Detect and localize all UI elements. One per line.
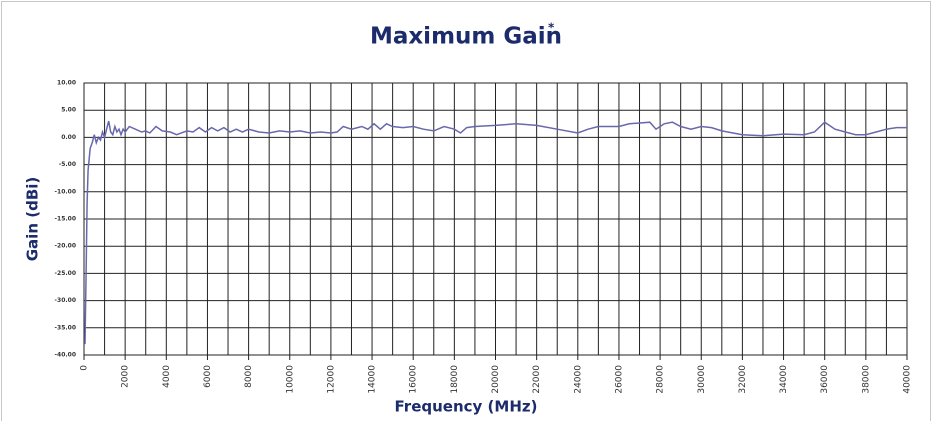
x-tick-label: 22000 bbox=[532, 365, 542, 394]
y-tick-label: -40.00 bbox=[55, 352, 76, 359]
x-tick-label: 10000 bbox=[285, 365, 295, 394]
y-tick-label: -20.00 bbox=[55, 243, 76, 250]
x-tick-label: 32000 bbox=[738, 365, 748, 394]
y-tick-label: 0.00 bbox=[61, 134, 76, 141]
y-tick-label: -15.00 bbox=[55, 216, 76, 223]
x-tick-label: 18000 bbox=[450, 365, 460, 394]
x-tick-label: 4000 bbox=[162, 365, 172, 388]
x-axis-label: Frequency (MHz) bbox=[395, 398, 538, 416]
x-tick-label: 0 bbox=[80, 365, 90, 371]
y-tick-label: 5.00 bbox=[61, 107, 76, 114]
y-tick-label: 10.00 bbox=[57, 80, 76, 87]
x-tick-label: 16000 bbox=[409, 365, 419, 394]
x-tick-label: 12000 bbox=[326, 365, 336, 394]
x-tick-label: 28000 bbox=[656, 365, 666, 394]
line bbox=[84, 120, 907, 345]
x-tick-label: 2000 bbox=[121, 365, 131, 388]
x-tick-label: 34000 bbox=[779, 365, 789, 394]
x-tick-label: 8000 bbox=[244, 365, 254, 388]
x-tick-label: 14000 bbox=[368, 365, 378, 394]
y-axis-label: Gain (dBi) bbox=[24, 177, 42, 262]
x-tick-label: 36000 bbox=[820, 365, 830, 394]
y-tick-label: -10.00 bbox=[55, 188, 76, 195]
x-tick-label: 38000 bbox=[861, 365, 871, 394]
x-tick-label: 24000 bbox=[573, 365, 583, 394]
x-tick-label: 26000 bbox=[614, 365, 624, 394]
x-tick-label: 40000 bbox=[903, 365, 913, 394]
title-mark: * bbox=[548, 21, 555, 35]
y-tick-label: -25.00 bbox=[55, 270, 76, 277]
x-tick-label: 6000 bbox=[203, 365, 213, 388]
y-tick-label: -5.00 bbox=[59, 161, 76, 168]
x-tick-label: 30000 bbox=[697, 365, 707, 394]
y-tick-label: -30.00 bbox=[55, 297, 76, 304]
chart-title: Maximum Gain bbox=[370, 24, 562, 50]
y-tick-label: -35.00 bbox=[55, 324, 76, 331]
x-tick-label: 20000 bbox=[491, 365, 501, 394]
